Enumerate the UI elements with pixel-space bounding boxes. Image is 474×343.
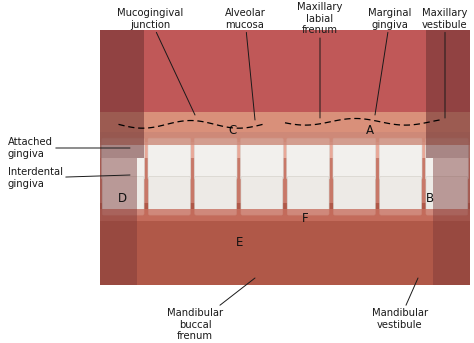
FancyBboxPatch shape bbox=[100, 30, 145, 157]
FancyBboxPatch shape bbox=[426, 176, 468, 215]
Text: Mucogingival
junction: Mucogingival junction bbox=[117, 8, 195, 115]
FancyBboxPatch shape bbox=[287, 138, 329, 179]
Text: D: D bbox=[118, 191, 127, 204]
Text: B: B bbox=[426, 191, 434, 204]
Text: Alveolar
mucosa: Alveolar mucosa bbox=[225, 8, 265, 120]
Text: Interdental
gingiva: Interdental gingiva bbox=[8, 167, 130, 189]
FancyBboxPatch shape bbox=[333, 176, 375, 215]
FancyBboxPatch shape bbox=[148, 176, 190, 215]
Text: F: F bbox=[301, 212, 308, 225]
FancyBboxPatch shape bbox=[148, 138, 191, 179]
Text: E: E bbox=[237, 236, 244, 248]
FancyBboxPatch shape bbox=[241, 176, 283, 215]
Text: Marginal
gingiva: Marginal gingiva bbox=[368, 8, 412, 115]
FancyBboxPatch shape bbox=[194, 138, 237, 179]
FancyBboxPatch shape bbox=[100, 30, 470, 127]
FancyBboxPatch shape bbox=[380, 176, 421, 215]
Text: Mandibular
vestibule: Mandibular vestibule bbox=[372, 278, 428, 330]
FancyBboxPatch shape bbox=[100, 30, 470, 285]
Text: A: A bbox=[366, 123, 374, 137]
FancyBboxPatch shape bbox=[102, 176, 144, 215]
FancyBboxPatch shape bbox=[100, 132, 470, 145]
FancyBboxPatch shape bbox=[433, 157, 470, 285]
FancyBboxPatch shape bbox=[287, 176, 329, 215]
FancyBboxPatch shape bbox=[100, 203, 470, 285]
FancyBboxPatch shape bbox=[100, 209, 470, 221]
FancyBboxPatch shape bbox=[195, 176, 237, 215]
FancyBboxPatch shape bbox=[100, 111, 470, 147]
FancyBboxPatch shape bbox=[102, 138, 145, 179]
FancyBboxPatch shape bbox=[426, 30, 470, 157]
FancyBboxPatch shape bbox=[100, 157, 470, 211]
FancyBboxPatch shape bbox=[100, 142, 470, 206]
FancyBboxPatch shape bbox=[333, 138, 376, 179]
Text: Maxillary
vestibule: Maxillary vestibule bbox=[422, 8, 468, 118]
FancyBboxPatch shape bbox=[100, 157, 137, 285]
FancyBboxPatch shape bbox=[240, 138, 283, 179]
Text: Maxillary
labial
frenum: Maxillary labial frenum bbox=[297, 2, 343, 118]
Text: Attached
gingiva: Attached gingiva bbox=[8, 137, 130, 159]
FancyBboxPatch shape bbox=[379, 138, 422, 179]
Text: Mandibular
buccal
frenum: Mandibular buccal frenum bbox=[167, 278, 255, 341]
FancyBboxPatch shape bbox=[426, 138, 468, 179]
Text: C: C bbox=[229, 123, 237, 137]
